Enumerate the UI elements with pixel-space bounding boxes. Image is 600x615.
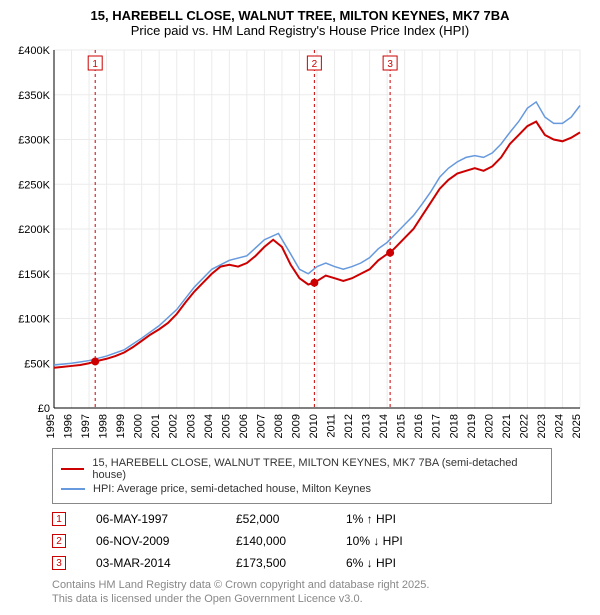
svg-text:2008: 2008 [273,414,285,438]
svg-text:1996: 1996 [63,414,75,438]
svg-text:1995: 1995 [45,414,57,438]
sale-date: 03-MAR-2014 [96,556,236,570]
svg-text:1: 1 [92,59,98,70]
sale-date: 06-NOV-2009 [96,534,236,548]
svg-text:2009: 2009 [290,414,302,438]
svg-text:2003: 2003 [185,414,197,438]
sale-row: 3 03-MAR-2014£173,5006% ↓ HPI [52,552,590,574]
sales-table: 1 06-MAY-1997£52,0001% ↑ HPI 2 06-NOV-2009£… [52,508,590,574]
chart-subtitle: Price paid vs. HM Land Registry's House … [10,23,590,38]
svg-text:2000: 2000 [133,414,145,438]
chart-title: 15, HAREBELL CLOSE, WALNUT TREE, MILTON … [10,8,590,23]
svg-text:2005: 2005 [220,414,232,438]
svg-text:£300K: £300K [18,135,50,147]
sale-marker-icon: 1 [52,512,66,526]
legend-label: 15, HAREBELL CLOSE, WALNUT TREE, MILTON … [92,457,543,481]
sale-delta: 6% ↓ HPI [346,556,456,570]
footer-attribution: Contains HM Land Registry data © Crown c… [52,578,590,607]
svg-text:2014: 2014 [378,414,390,438]
svg-text:2001: 2001 [150,414,162,438]
svg-text:2: 2 [312,59,318,70]
svg-text:2022: 2022 [518,414,530,438]
svg-text:2013: 2013 [361,414,373,438]
sale-marker-icon: 2 [52,534,66,548]
legend: 15, HAREBELL CLOSE, WALNUT TREE, MILTON … [52,448,552,504]
sale-delta: 1% ↑ HPI [346,512,456,526]
svg-text:2024: 2024 [553,414,565,438]
svg-text:£100K: £100K [18,314,50,326]
svg-text:£400K: £400K [18,45,50,57]
svg-text:£250K: £250K [18,179,50,191]
svg-text:£350K: £350K [18,90,50,102]
svg-text:2016: 2016 [413,414,425,438]
legend-label: HPI: Average price, semi-detached house,… [93,483,371,495]
sale-marker-icon: 3 [52,556,66,570]
svg-text:3: 3 [387,59,393,70]
svg-text:2004: 2004 [203,414,215,438]
sale-price: £52,000 [236,512,346,526]
svg-text:1997: 1997 [80,414,92,438]
svg-text:1998: 1998 [98,414,110,438]
chart-svg: £0 £50K £100K £150K £200K £250K £300K £350K £400… [10,42,590,442]
svg-text:2007: 2007 [255,414,267,438]
legend-swatch [61,468,84,470]
svg-text:1999: 1999 [115,414,127,438]
svg-text:2015: 2015 [396,414,408,438]
sale-delta: 10% ↓ HPI [346,534,456,548]
footer-line-1: Contains HM Land Registry data © Crown c… [52,578,590,592]
sale-date: 06-MAY-1997 [96,512,236,526]
svg-text:2017: 2017 [431,414,443,438]
footer-line-2: This data is licensed under the Open Gov… [52,592,590,606]
legend-row: HPI: Average price, semi-detached house,… [61,483,543,495]
svg-text:£50K: £50K [24,358,50,370]
sale-price: £173,500 [236,556,346,570]
legend-row: 15, HAREBELL CLOSE, WALNUT TREE, MILTON … [61,457,543,481]
sale-row: 2 06-NOV-2009£140,00010% ↓ HPI [52,530,590,552]
chart-area: £0 £50K £100K £150K £200K £250K £300K £350K £400… [10,42,590,442]
svg-text:2020: 2020 [483,414,495,438]
svg-text:2021: 2021 [501,414,513,438]
svg-text:2012: 2012 [343,414,355,438]
svg-text:2025: 2025 [571,414,583,438]
svg-text:2018: 2018 [448,414,460,438]
svg-text:£150K: £150K [18,269,50,281]
sale-row: 1 06-MAY-1997£52,0001% ↑ HPI [52,508,590,530]
legend-swatch [61,488,85,490]
svg-text:2011: 2011 [326,414,338,438]
svg-text:£200K: £200K [18,224,50,236]
svg-text:2023: 2023 [536,414,548,438]
svg-text:2019: 2019 [466,414,478,438]
sale-price: £140,000 [236,534,346,548]
svg-text:£0: £0 [38,403,50,415]
svg-text:2006: 2006 [238,414,250,438]
svg-text:2010: 2010 [308,414,320,438]
svg-text:2002: 2002 [168,414,180,438]
